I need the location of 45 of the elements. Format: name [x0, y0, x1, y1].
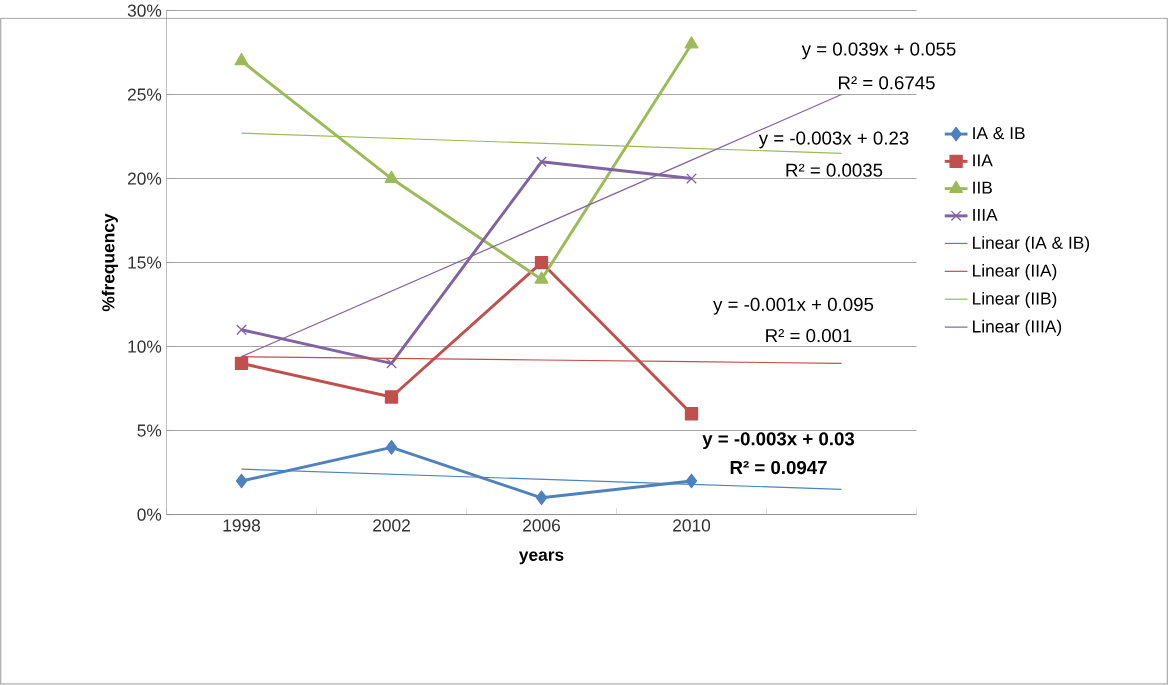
y-tick-label: 15% — [128, 256, 162, 269]
point — [236, 324, 247, 336]
point — [386, 358, 397, 369]
point — [385, 440, 398, 455]
annotation: R² = 0.0947 — [730, 461, 827, 475]
point — [534, 271, 549, 284]
point — [384, 390, 399, 404]
point — [235, 473, 248, 489]
y-tick-label: 20% — [127, 172, 162, 185]
legend-label: Linear (IIIA) — [973, 319, 1062, 337]
point — [684, 36, 699, 49]
legend-label: IIA — [973, 154, 993, 167]
point — [536, 156, 547, 168]
point — [234, 356, 249, 371]
legend-label: IIB — [973, 181, 992, 194]
y-tick-label: 5% — [137, 424, 162, 437]
annotation: R² = 0.6745 — [839, 76, 935, 90]
annotation: y = 0.039x + 0.055 — [801, 42, 956, 60]
y-tick-label: 0% — [137, 508, 162, 521]
x-tick-label: 2010 — [673, 519, 711, 532]
point — [234, 53, 249, 66]
point — [535, 490, 548, 506]
legend-label: IIIA — [973, 209, 998, 221]
annotation: R² = 0.0035 — [786, 163, 883, 177]
annotation: y = -0.003x + 0.23 — [758, 131, 909, 149]
legend-label: Linear (IA & IB) — [973, 236, 1090, 253]
x-axis-title: years — [518, 551, 564, 565]
point — [384, 170, 399, 184]
y-tick-label: 10% — [128, 340, 162, 353]
point — [686, 173, 697, 185]
y-tick-label: 30% — [127, 4, 162, 17]
legend-label: Linear (IIB) — [973, 292, 1057, 309]
legend-label: IA & IB — [973, 127, 1025, 140]
legend-label: Linear (IIA) — [973, 264, 1057, 281]
annotation: y = -0.003x + 0.03 — [702, 432, 855, 450]
x-tick-label: 1998 — [223, 519, 261, 532]
point — [684, 407, 699, 421]
x-tick-label: 2002 — [373, 519, 410, 532]
x-tick-label: 2006 — [523, 519, 561, 532]
y-tick-label: 25% — [127, 88, 162, 101]
point — [534, 256, 549, 270]
annotation: y = -0.001x + 0.095 — [713, 297, 874, 315]
y-axis-title: %frequency — [101, 213, 118, 312]
point — [685, 473, 698, 489]
annotation: R² = 0.001 — [766, 329, 852, 343]
